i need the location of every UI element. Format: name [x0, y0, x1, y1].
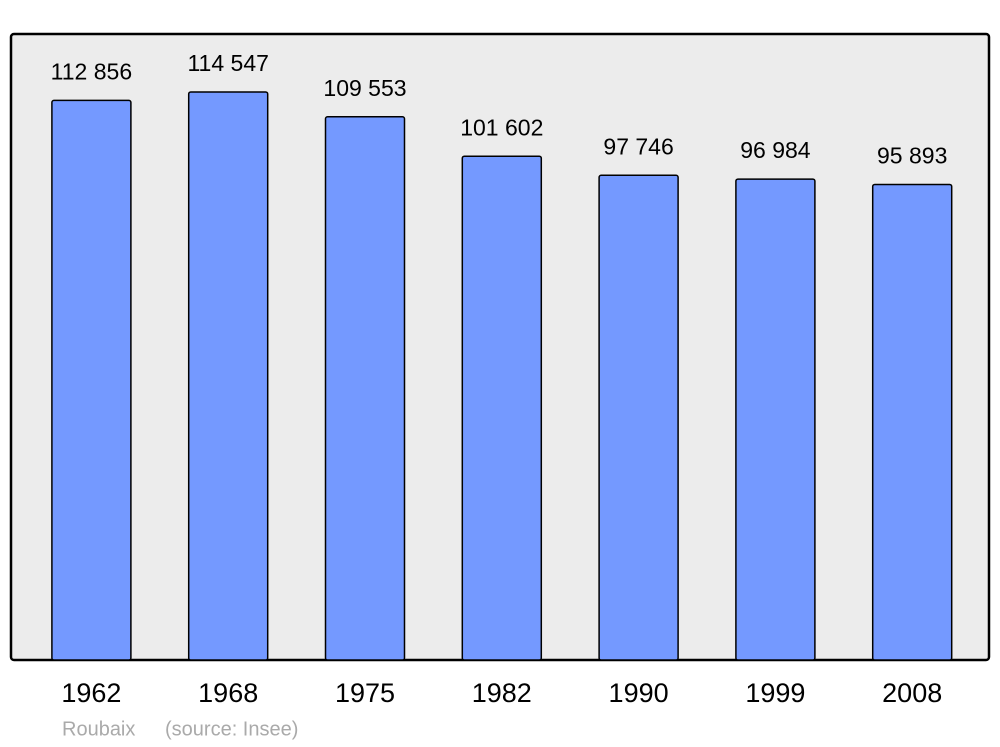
x-tick-label: 1990: [609, 678, 669, 708]
place-name: Roubaix: [62, 718, 135, 740]
value-label: 101 602: [460, 114, 543, 140]
bar: [598, 174, 679, 661]
value-label: 112 856: [51, 58, 132, 84]
bar: [461, 155, 543, 661]
source-note: (source: Insee): [165, 718, 298, 740]
x-tick-label: 1999: [745, 678, 805, 708]
value-label: 97 746: [603, 133, 673, 159]
x-tick-label: 1968: [198, 678, 258, 708]
x-tick-label: 1975: [335, 678, 395, 708]
x-tick-label: 2008: [882, 678, 942, 708]
x-tick-label: 1962: [61, 678, 121, 708]
bar: [871, 183, 953, 661]
value-label: 114 547: [187, 50, 268, 76]
bars: 112 856 1962 114 547 1968 109 553 1975 101 602…: [51, 50, 953, 708]
bar: [51, 99, 132, 661]
value-label: 95 893: [877, 143, 947, 169]
bar: [324, 116, 406, 661]
bar: [735, 178, 816, 661]
x-tick-label: 1982: [472, 678, 532, 708]
value-label: 109 553: [323, 75, 406, 101]
value-label: 96 984: [740, 137, 811, 163]
bar: [187, 91, 269, 661]
